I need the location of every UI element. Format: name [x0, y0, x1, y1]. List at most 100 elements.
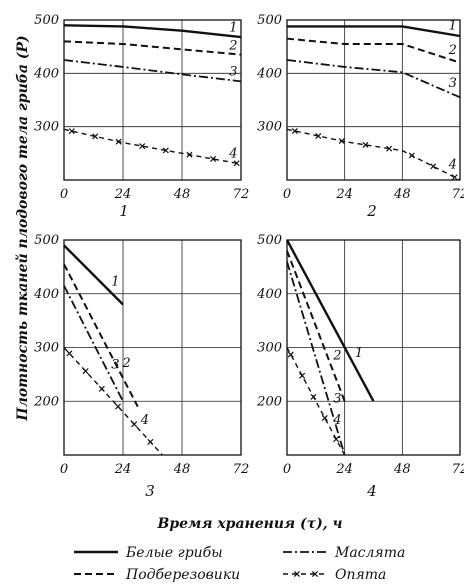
- series-marker-4: [291, 127, 298, 135]
- x-tick-label: 24: [335, 187, 353, 202]
- series-label-4: 4: [228, 146, 237, 161]
- series-marker-4: [315, 132, 322, 140]
- x-tick-label: 72: [452, 187, 464, 202]
- y-tick-label: 400: [33, 66, 59, 81]
- x-tick-label: 0: [60, 187, 68, 202]
- series-line-4: [63, 128, 242, 165]
- legend-item-3: Маслята: [283, 545, 405, 561]
- series-marker-4: [299, 372, 306, 379]
- series-marker-4: [210, 155, 217, 162]
- y-tick-label: 200: [33, 394, 59, 409]
- series-marker-4: [362, 141, 369, 148]
- y-tick-label: 400: [256, 66, 282, 81]
- series-line-2: [63, 263, 139, 408]
- series-marker-4: [139, 143, 146, 150]
- series-label-1: 1: [355, 346, 363, 361]
- series-label-4: 4: [448, 158, 457, 173]
- series-line-2: [286, 250, 346, 402]
- legend-item-1: Белые грибы: [74, 545, 223, 561]
- series-marker-4: [430, 163, 437, 170]
- y-tick-label: 500: [34, 13, 59, 28]
- x-tick-label: 24: [335, 462, 353, 477]
- series-marker-4: [186, 151, 193, 158]
- legend-label: Подберезовики: [125, 567, 240, 583]
- y-tick-label: 500: [257, 233, 282, 248]
- series-marker-4: [98, 385, 105, 392]
- x-tick-label: 0: [283, 187, 291, 202]
- series-label-2: 2: [121, 356, 130, 371]
- series-line-2: [286, 37, 461, 64]
- series-marker-4: [114, 403, 122, 410]
- legend-marker: [293, 570, 301, 578]
- series-label-4: 4: [140, 413, 149, 428]
- series-marker-4: [451, 174, 458, 181]
- series-marker-4: [68, 128, 75, 135]
- series-line-3: [286, 59, 461, 99]
- y-tick-label: 300: [257, 341, 282, 356]
- series-marker-4: [147, 438, 154, 445]
- x-tick-label: 0: [60, 462, 68, 477]
- legend-item-2: Подберезовики: [74, 567, 240, 583]
- x-tick-label: 72: [233, 462, 250, 477]
- series-line-4: [286, 347, 346, 456]
- series-marker-4: [66, 350, 73, 357]
- series-line-4: [63, 347, 163, 456]
- series-marker-4: [386, 145, 393, 152]
- x-tick-label: 72: [233, 187, 250, 202]
- series-marker-4: [92, 133, 99, 140]
- y-tick-label: 400: [33, 287, 59, 302]
- series-marker-4: [115, 138, 122, 145]
- series-marker-4: [333, 436, 340, 443]
- series-line-1: [287, 25, 461, 38]
- panel-2: 0 24 48 72 300 400 500 1 2 3 4 2: [256, 13, 464, 220]
- series-label-1: 1: [449, 19, 457, 34]
- x-tick-label: 48: [393, 187, 411, 202]
- x-tick-label: 24: [114, 462, 132, 477]
- y-tick-label: 500: [257, 13, 282, 28]
- series-marker-4: [310, 393, 317, 400]
- series-line-4: [286, 128, 461, 181]
- y-tick-label: 200: [256, 394, 282, 409]
- series-marker-4: [287, 351, 294, 358]
- legend-label: Маслята: [334, 545, 405, 561]
- series-line-2: [63, 40, 242, 56]
- panels: 0244872300400500123410244872300400500123…: [33, 13, 464, 500]
- series-marker-4: [131, 421, 138, 428]
- series-line-1: [285, 239, 375, 402]
- plot-frame: [286, 19, 461, 181]
- series-label-2: 2: [448, 43, 457, 58]
- y-tick-label: 300: [34, 120, 59, 135]
- x-tick-label: 0: [283, 462, 291, 477]
- series-label-3: 3: [229, 65, 237, 80]
- series-label-3: 3: [449, 76, 457, 91]
- series-marker-4: [233, 160, 240, 167]
- series-line-1: [63, 24, 242, 39]
- series-marker-4: [321, 414, 328, 422]
- legend-label: Белые грибы: [125, 545, 223, 561]
- panel-label: 3: [145, 482, 155, 500]
- panel-4: 0 24 48 72 200 300 400 500 12 3 4 4: [256, 233, 464, 500]
- x-tick-label: 48: [393, 462, 411, 477]
- series-line-3: [63, 285, 124, 402]
- series-label-3: 3: [111, 357, 119, 372]
- panel-label: 2: [366, 202, 377, 220]
- x-tick-label: 48: [173, 462, 191, 477]
- panel-label: 4: [366, 482, 377, 500]
- x-tick-label: 24: [114, 187, 132, 202]
- legend: Белые грибы Подберезовики Маслята Опята: [74, 545, 405, 583]
- series-marker-4: [408, 152, 415, 159]
- series-marker-4: [82, 368, 89, 375]
- legend-item-4: Опята: [283, 567, 386, 583]
- series-line-3: [63, 59, 242, 83]
- panel-label: 1: [119, 202, 129, 220]
- y-tick-label: 400: [256, 287, 282, 302]
- y-tick-label: 300: [34, 341, 59, 356]
- series-marker-4: [338, 137, 345, 145]
- series-label-3: 3: [333, 392, 341, 407]
- series-line-1: [63, 244, 124, 306]
- x-axis-label: Время хранения (τ), ч: [156, 516, 342, 532]
- series-label-2: 2: [332, 349, 341, 364]
- series-label-4: 4: [332, 413, 341, 428]
